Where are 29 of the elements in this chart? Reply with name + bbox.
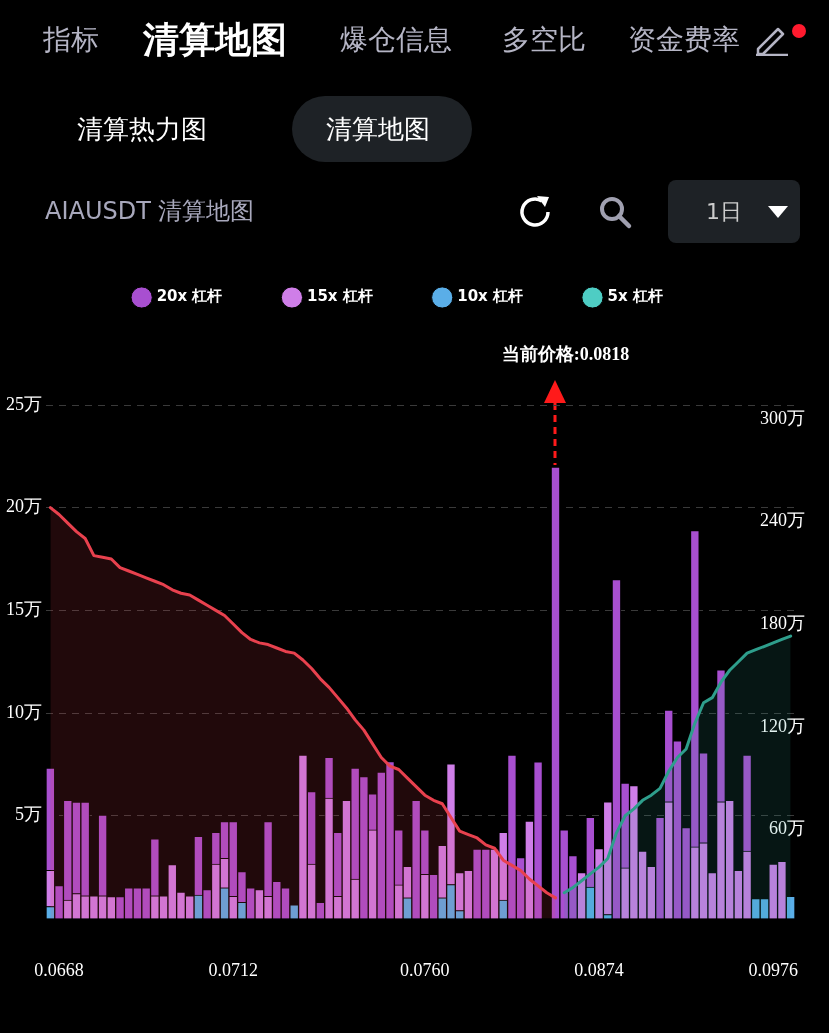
y2-tick-label: 180万 [760, 613, 805, 634]
text: 当前价格:0.0818 [501, 343, 630, 364]
chart-title: AIAUSDT 清算地图 [45, 197, 255, 225]
y2-tick-label: 300万 [760, 407, 805, 428]
x-tick-label: 0.0712 [208, 959, 258, 980]
x-tick-label: 0.0874 [574, 959, 624, 980]
legend-label: 5x 杠杆 [607, 287, 663, 306]
y2-tick-label: 240万 [760, 510, 805, 531]
y-tick-label: 20万 [6, 496, 42, 517]
text: 清算地图 [143, 19, 287, 60]
y2-tick-label: 60万 [769, 818, 805, 839]
y-tick-label: 15万 [6, 599, 42, 620]
y-tick-label: 10万 [6, 701, 42, 722]
legend-label: 15x 杠杆 [306, 287, 373, 306]
y2-tick-label: 120万 [760, 715, 805, 736]
text: 清算热力图 [77, 114, 207, 144]
text: 1日 [706, 199, 742, 224]
text: 多空比 [502, 23, 586, 56]
text: 资金费率 [628, 23, 740, 56]
text: 爆仓信息 [340, 23, 452, 56]
x-tick-label: 0.0668 [34, 959, 84, 980]
text: 清算地图 [326, 114, 430, 144]
x-tick-label: 0.0976 [748, 959, 798, 980]
x-tick-label: 0.0760 [400, 959, 450, 980]
legend-label: 20x 杠杆 [156, 287, 223, 306]
y-tick-label: 25万 [6, 393, 42, 414]
legend-label: 10x 杠杆 [457, 287, 523, 306]
y-tick-label: 5万 [15, 804, 42, 825]
text: 指标 [43, 23, 99, 56]
